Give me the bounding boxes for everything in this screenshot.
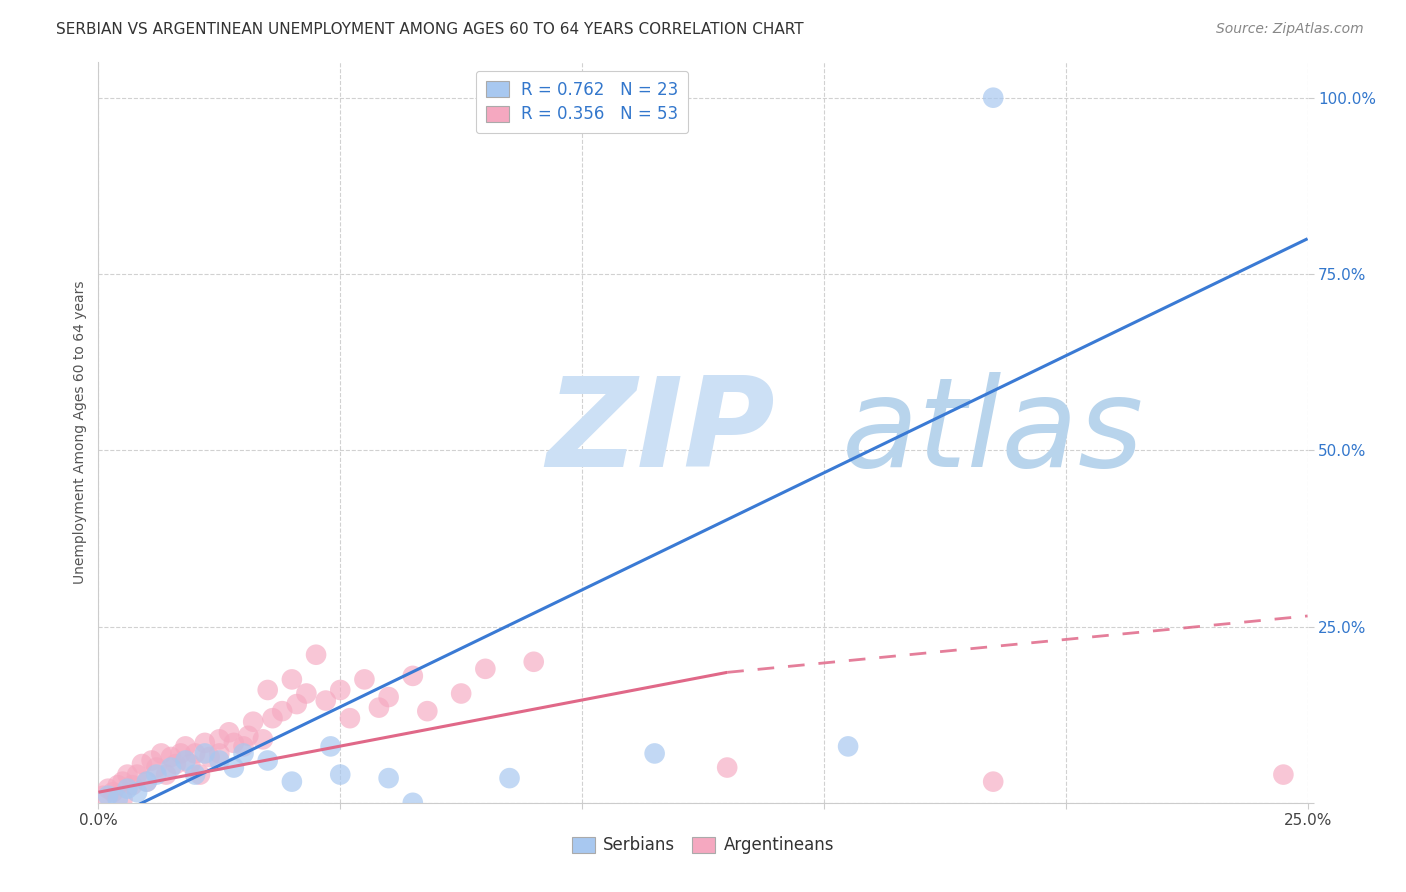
Point (339, 711, 361, 725)
Point (160, 750, 183, 764)
Point (194, 747, 217, 761)
Point (252, 732, 274, 747)
Point (222, 736, 245, 750)
Point (97, 789, 120, 803)
Point (368, 700, 391, 714)
Point (402, 669, 425, 683)
Point (160, 760, 183, 774)
Point (329, 767, 352, 781)
Point (208, 754, 231, 768)
Point (111, 774, 134, 789)
Point (117, 781, 139, 796)
Point (174, 754, 197, 768)
Point (474, 662, 496, 676)
Point (329, 683, 352, 698)
Point (353, 673, 375, 687)
Point (165, 757, 187, 772)
Text: atlas: atlas (842, 372, 1144, 493)
Point (145, 767, 167, 781)
Point (174, 739, 197, 754)
Point (271, 704, 294, 718)
Point (285, 697, 308, 711)
Point (97, 781, 120, 796)
Point (169, 747, 191, 761)
Point (121, 778, 143, 792)
Point (450, 686, 472, 700)
Point (305, 648, 328, 662)
Point (238, 729, 260, 743)
Point (145, 760, 167, 774)
Point (150, 747, 173, 761)
Point (184, 747, 207, 761)
Point (416, 704, 439, 718)
Point (262, 711, 284, 725)
Point (281, 673, 304, 687)
Point (1272, 767, 1295, 781)
Point (242, 714, 264, 729)
Point (377, 771, 399, 785)
Point (135, 774, 157, 789)
Point (101, 785, 124, 799)
Point (222, 760, 245, 774)
Text: SERBIAN VS ARGENTINEAN UNEMPLOYMENT AMONG AGES 60 TO 64 YEARS CORRELATION CHART: SERBIAN VS ARGENTINEAN UNEMPLOYMENT AMON… (56, 22, 804, 37)
Point (981, 91, 1004, 105)
Point (198, 750, 221, 764)
Point (179, 757, 201, 772)
Point (232, 747, 254, 761)
Point (141, 754, 163, 768)
Point (644, 747, 666, 761)
Point (319, 739, 342, 754)
Point (135, 774, 157, 789)
Legend: Serbians, Argentineans: Serbians, Argentineans (565, 830, 841, 861)
Point (111, 792, 134, 806)
Point (188, 767, 211, 781)
Point (837, 739, 859, 754)
Point (281, 774, 304, 789)
Y-axis label: Unemployment Among Ages 60 to 64 years: Unemployment Among Ages 60 to 64 years (73, 281, 87, 584)
Point (131, 757, 153, 772)
Point (208, 732, 231, 747)
Text: ZIP: ZIP (546, 372, 775, 493)
Point (155, 767, 177, 781)
Point (91, 789, 114, 803)
Point (107, 778, 129, 792)
Point (127, 785, 149, 799)
Point (208, 747, 231, 761)
Point (295, 686, 318, 700)
Point (981, 774, 1004, 789)
Point (218, 725, 240, 739)
Point (107, 792, 129, 806)
Point (117, 767, 139, 781)
Point (498, 771, 520, 785)
Point (256, 683, 278, 698)
Point (402, 796, 425, 810)
Point (523, 655, 546, 669)
Point (716, 760, 738, 774)
Point (256, 754, 278, 768)
Point (315, 693, 337, 707)
Point (184, 767, 207, 781)
Point (194, 736, 217, 750)
Point (377, 690, 399, 704)
Point (232, 739, 254, 754)
Point (127, 767, 149, 781)
Text: Source: ZipAtlas.com: Source: ZipAtlas.com (1216, 22, 1364, 37)
